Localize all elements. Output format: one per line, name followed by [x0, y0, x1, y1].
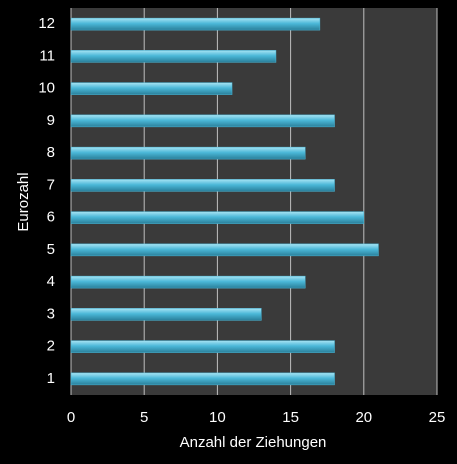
y-tick-label: 3: [47, 305, 55, 322]
bar: [70, 17, 321, 31]
y-tick-label: 8: [47, 144, 55, 161]
y-tick-label: 5: [47, 241, 55, 258]
bar: [70, 50, 277, 63]
y-tick-label: 4: [47, 273, 55, 290]
x-tick-label: 10: [209, 409, 226, 426]
x-tick-label: 25: [429, 409, 446, 426]
bar: [70, 372, 335, 386]
x-axis-label: Anzahl der Ziehungen: [180, 434, 327, 451]
bar: [70, 275, 306, 289]
bar: [70, 308, 262, 321]
bar: [70, 82, 233, 95]
bar: [70, 146, 306, 160]
y-axis-label: Eurozahl: [15, 172, 32, 231]
y-tick-label: 11: [39, 47, 55, 64]
y-tick-label: 10: [38, 80, 55, 97]
y-tick-label: 1: [47, 370, 55, 387]
y-tick-label: 6: [47, 209, 55, 226]
y-tick-label: 2: [47, 338, 55, 355]
bar: [70, 340, 335, 353]
x-tick-label: 15: [282, 409, 299, 426]
x-tick-label: 20: [355, 409, 372, 426]
x-tick-label: 0: [67, 409, 75, 426]
x-tick-label: 5: [140, 409, 148, 426]
bar: [70, 114, 335, 128]
y-tick-label: 7: [47, 176, 55, 193]
bar: [70, 211, 365, 224]
plot-area: [71, 8, 437, 395]
bar: [70, 179, 335, 192]
y-tick-label: 12: [38, 15, 55, 32]
bar: [70, 243, 379, 257]
y-tick-label: 9: [47, 112, 55, 129]
